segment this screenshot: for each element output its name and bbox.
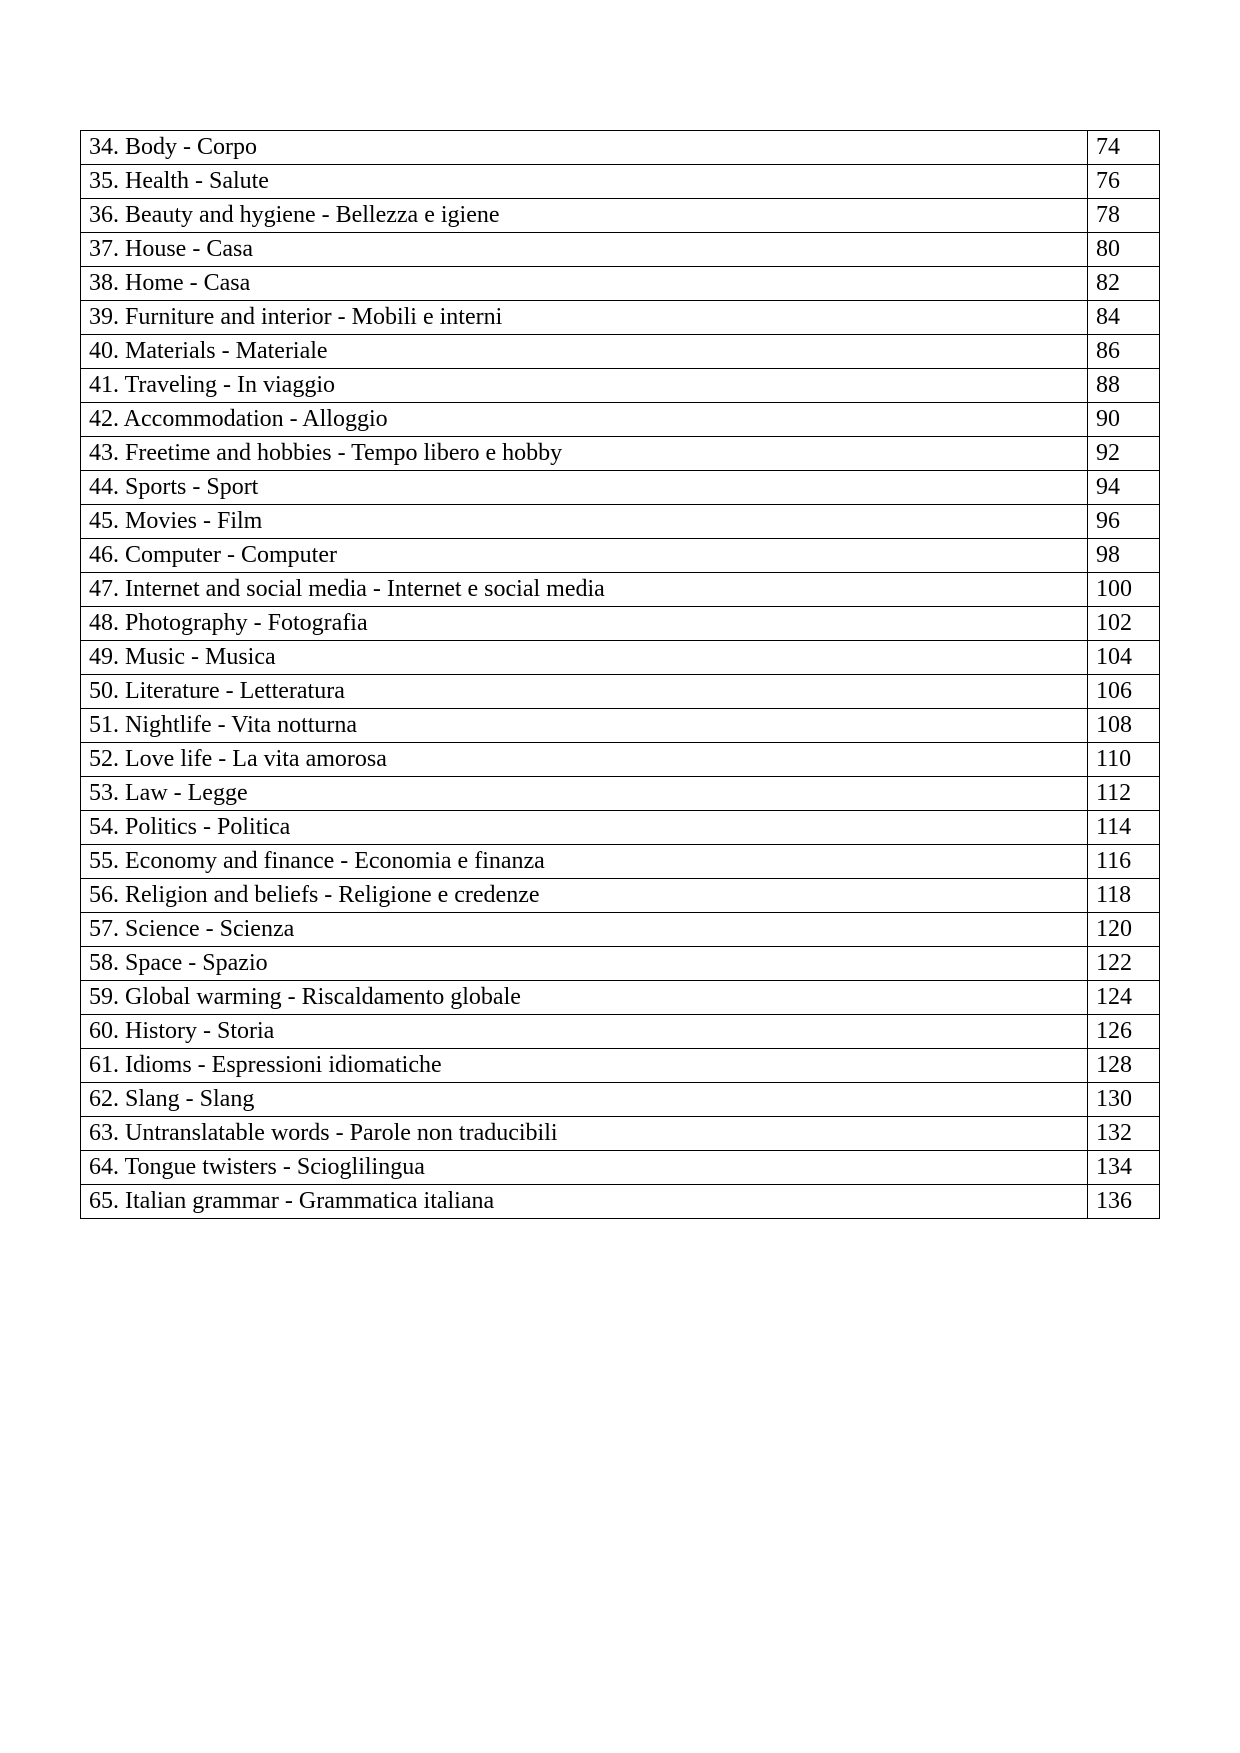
toc-title-cell: 34. Body - Corpo xyxy=(81,131,1088,165)
toc-page-cell: 100 xyxy=(1088,573,1160,607)
toc-row: 42. Accommodation - Alloggio90 xyxy=(81,403,1160,437)
toc-page-cell: 104 xyxy=(1088,641,1160,675)
toc-page-cell: 136 xyxy=(1088,1185,1160,1219)
toc-row: 50. Literature - Letteratura106 xyxy=(81,675,1160,709)
toc-page-cell: 110 xyxy=(1088,743,1160,777)
toc-page-cell: 78 xyxy=(1088,199,1160,233)
toc-page-cell: 102 xyxy=(1088,607,1160,641)
toc-page-cell: 86 xyxy=(1088,335,1160,369)
toc-row: 40. Materials - Materiale86 xyxy=(81,335,1160,369)
toc-page-cell: 80 xyxy=(1088,233,1160,267)
toc-title-cell: 43. Freetime and hobbies - Tempo libero … xyxy=(81,437,1088,471)
toc-page-cell: 82 xyxy=(1088,267,1160,301)
toc-row: 37. House - Casa80 xyxy=(81,233,1160,267)
toc-title-cell: 37. House - Casa xyxy=(81,233,1088,267)
toc-title-cell: 55. Economy and finance - Economia e fin… xyxy=(81,845,1088,879)
toc-page-cell: 96 xyxy=(1088,505,1160,539)
toc-row: 36. Beauty and hygiene - Bellezza e igie… xyxy=(81,199,1160,233)
toc-row: 65. Italian grammar - Grammatica italian… xyxy=(81,1185,1160,1219)
toc-title-cell: 48. Photography - Fotografia xyxy=(81,607,1088,641)
toc-row: 58. Space - Spazio122 xyxy=(81,947,1160,981)
toc-page-cell: 120 xyxy=(1088,913,1160,947)
toc-row: 38. Home - Casa82 xyxy=(81,267,1160,301)
toc-title-cell: 64. Tongue twisters - Scioglilingua xyxy=(81,1151,1088,1185)
toc-row: 61. Idioms - Espressioni idiomatiche128 xyxy=(81,1049,1160,1083)
toc-title-cell: 45. Movies - Film xyxy=(81,505,1088,539)
toc-title-cell: 62. Slang - Slang xyxy=(81,1083,1088,1117)
toc-title-cell: 39. Furniture and interior - Mobili e in… xyxy=(81,301,1088,335)
toc-page-cell: 122 xyxy=(1088,947,1160,981)
toc-table: 34. Body - Corpo7435. Health - Salute763… xyxy=(80,130,1160,1219)
toc-row: 64. Tongue twisters - Scioglilingua134 xyxy=(81,1151,1160,1185)
toc-page-cell: 108 xyxy=(1088,709,1160,743)
toc-title-cell: 52. Love life - La vita amorosa xyxy=(81,743,1088,777)
toc-page-cell: 76 xyxy=(1088,165,1160,199)
toc-page-cell: 90 xyxy=(1088,403,1160,437)
toc-title-cell: 44. Sports - Sport xyxy=(81,471,1088,505)
toc-title-cell: 42. Accommodation - Alloggio xyxy=(81,403,1088,437)
toc-title-cell: 35. Health - Salute xyxy=(81,165,1088,199)
toc-page-cell: 134 xyxy=(1088,1151,1160,1185)
toc-row: 59. Global warming - Riscaldamento globa… xyxy=(81,981,1160,1015)
toc-page-cell: 114 xyxy=(1088,811,1160,845)
toc-title-cell: 63. Untranslatable words - Parole non tr… xyxy=(81,1117,1088,1151)
toc-page-cell: 98 xyxy=(1088,539,1160,573)
toc-row: 56. Religion and beliefs - Religione e c… xyxy=(81,879,1160,913)
toc-title-cell: 57. Science - Scienza xyxy=(81,913,1088,947)
toc-title-cell: 38. Home - Casa xyxy=(81,267,1088,301)
toc-page-cell: 84 xyxy=(1088,301,1160,335)
toc-title-cell: 61. Idioms - Espressioni idiomatiche xyxy=(81,1049,1088,1083)
toc-row: 48. Photography - Fotografia102 xyxy=(81,607,1160,641)
toc-page-cell: 128 xyxy=(1088,1049,1160,1083)
toc-row: 45. Movies - Film96 xyxy=(81,505,1160,539)
toc-row: 49. Music - Musica104 xyxy=(81,641,1160,675)
toc-row: 52. Love life - La vita amorosa110 xyxy=(81,743,1160,777)
toc-row: 47. Internet and social media - Internet… xyxy=(81,573,1160,607)
toc-row: 57. Science - Scienza120 xyxy=(81,913,1160,947)
toc-row: 41. Traveling - In viaggio88 xyxy=(81,369,1160,403)
toc-row: 34. Body - Corpo74 xyxy=(81,131,1160,165)
toc-row: 60. History - Storia126 xyxy=(81,1015,1160,1049)
toc-page-cell: 132 xyxy=(1088,1117,1160,1151)
toc-title-cell: 58. Space - Spazio xyxy=(81,947,1088,981)
toc-row: 35. Health - Salute76 xyxy=(81,165,1160,199)
toc-row: 51. Nightlife - Vita notturna108 xyxy=(81,709,1160,743)
toc-row: 46. Computer - Computer98 xyxy=(81,539,1160,573)
toc-title-cell: 46. Computer - Computer xyxy=(81,539,1088,573)
toc-page-cell: 124 xyxy=(1088,981,1160,1015)
toc-page-cell: 126 xyxy=(1088,1015,1160,1049)
toc-page-cell: 130 xyxy=(1088,1083,1160,1117)
toc-row: 53. Law - Legge112 xyxy=(81,777,1160,811)
toc-title-cell: 50. Literature - Letteratura xyxy=(81,675,1088,709)
toc-title-cell: 49. Music - Musica xyxy=(81,641,1088,675)
toc-page-cell: 88 xyxy=(1088,369,1160,403)
toc-title-cell: 51. Nightlife - Vita notturna xyxy=(81,709,1088,743)
toc-page-cell: 112 xyxy=(1088,777,1160,811)
toc-row: 55. Economy and finance - Economia e fin… xyxy=(81,845,1160,879)
toc-page-cell: 116 xyxy=(1088,845,1160,879)
toc-page-cell: 118 xyxy=(1088,879,1160,913)
toc-row: 63. Untranslatable words - Parole non tr… xyxy=(81,1117,1160,1151)
toc-title-cell: 60. History - Storia xyxy=(81,1015,1088,1049)
toc-title-cell: 40. Materials - Materiale xyxy=(81,335,1088,369)
toc-page-cell: 92 xyxy=(1088,437,1160,471)
toc-title-cell: 65. Italian grammar - Grammatica italian… xyxy=(81,1185,1088,1219)
toc-title-cell: 53. Law - Legge xyxy=(81,777,1088,811)
toc-title-cell: 56. Religion and beliefs - Religione e c… xyxy=(81,879,1088,913)
toc-row: 44. Sports - Sport94 xyxy=(81,471,1160,505)
page: 34. Body - Corpo7435. Health - Salute763… xyxy=(0,0,1240,1753)
toc-page-cell: 106 xyxy=(1088,675,1160,709)
toc-title-cell: 47. Internet and social media - Internet… xyxy=(81,573,1088,607)
toc-page-cell: 74 xyxy=(1088,131,1160,165)
toc-title-cell: 54. Politics - Politica xyxy=(81,811,1088,845)
toc-row: 62. Slang - Slang130 xyxy=(81,1083,1160,1117)
toc-row: 43. Freetime and hobbies - Tempo libero … xyxy=(81,437,1160,471)
toc-title-cell: 59. Global warming - Riscaldamento globa… xyxy=(81,981,1088,1015)
toc-row: 39. Furniture and interior - Mobili e in… xyxy=(81,301,1160,335)
toc-page-cell: 94 xyxy=(1088,471,1160,505)
toc-row: 54. Politics - Politica114 xyxy=(81,811,1160,845)
toc-title-cell: 41. Traveling - In viaggio xyxy=(81,369,1088,403)
toc-title-cell: 36. Beauty and hygiene - Bellezza e igie… xyxy=(81,199,1088,233)
